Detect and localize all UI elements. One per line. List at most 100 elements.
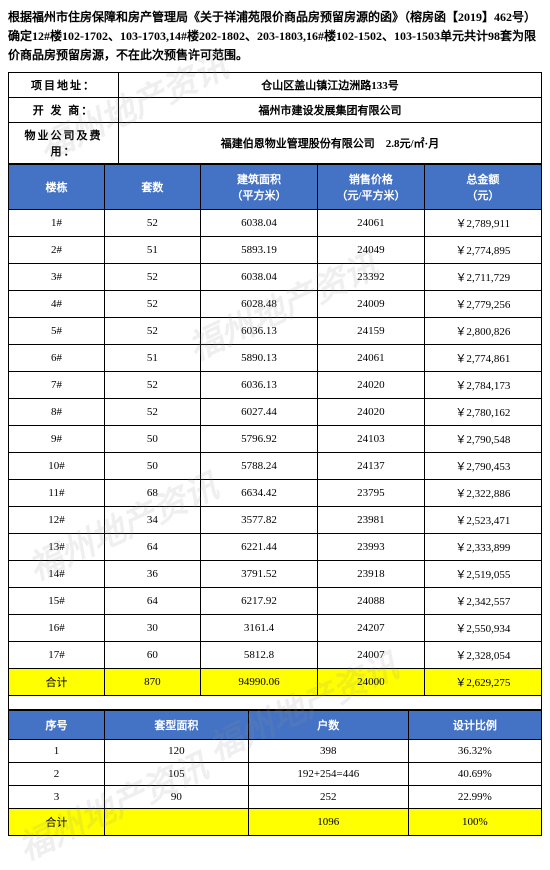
total-row: 合计 1096100% — [9, 808, 542, 835]
table-cell: 50 — [104, 425, 200, 452]
col-header: 套型面积 — [104, 710, 248, 739]
developer-value: 福州市建设发展集团有限公司 — [119, 97, 542, 122]
table-header-row: 序号套型面积户数设计比例 — [9, 710, 542, 739]
table-cell: ￥2,784,173 — [424, 371, 541, 398]
table-cell: 3# — [9, 263, 105, 290]
total-cell: 24000 — [318, 668, 425, 695]
table-row: 16#303161.424207￥2,550,934 — [9, 614, 542, 641]
table-cell: 24061 — [318, 344, 425, 371]
info-table: 项目地址： 仓山区盖山镇江边洲路133号 开 发 商： 福州市建设发展集团有限公… — [8, 72, 542, 164]
table-cell: ￥2,774,861 — [424, 344, 541, 371]
total-cell: 94990.06 — [200, 668, 317, 695]
table-cell: 60 — [104, 641, 200, 668]
table-cell: ￥2,790,453 — [424, 452, 541, 479]
col-header: 建筑面积（平方米） — [200, 164, 317, 209]
table-cell: 1# — [9, 209, 105, 236]
table-cell: 24207 — [318, 614, 425, 641]
table-cell: 2# — [9, 236, 105, 263]
table-row: 1#526038.0424061￥2,789,911 — [9, 209, 542, 236]
address-label: 项目地址： — [9, 72, 119, 97]
table-cell: 9# — [9, 425, 105, 452]
table-cell: 4# — [9, 290, 105, 317]
table-cell: 5# — [9, 317, 105, 344]
table-cell: 40.69% — [408, 762, 541, 785]
total-cell: 1096 — [248, 808, 408, 835]
table-row: 5#526036.1324159￥2,800,826 — [9, 317, 542, 344]
table-cell: 8# — [9, 398, 105, 425]
table-cell: 52 — [104, 263, 200, 290]
table-cell: 24020 — [318, 398, 425, 425]
table-cell: 3161.4 — [200, 614, 317, 641]
table-cell: 6634.42 — [200, 479, 317, 506]
total-cell: 870 — [104, 668, 200, 695]
col-header: 户数 — [248, 710, 408, 739]
table-row: 112039836.32% — [9, 739, 542, 762]
table-row: 6#515890.1324061￥2,774,861 — [9, 344, 542, 371]
table-row: 8#526027.4424020￥2,780,162 — [9, 398, 542, 425]
table-cell: 1 — [9, 739, 105, 762]
total-cell: 合计 — [9, 808, 105, 835]
table-cell: ￥2,789,911 — [424, 209, 541, 236]
total-row: 合计87094990.0624000￥2,629,275 — [9, 668, 542, 695]
table-cell: 64 — [104, 533, 200, 560]
table-cell: 6038.04 — [200, 263, 317, 290]
table-cell: 15# — [9, 587, 105, 614]
table-row: 10#505788.2424137￥2,790,453 — [9, 452, 542, 479]
table-cell: 24009 — [318, 290, 425, 317]
table-cell: 17# — [9, 641, 105, 668]
table-cell: 6038.04 — [200, 209, 317, 236]
total-cell: 100% — [408, 808, 541, 835]
table-cell: 7# — [9, 371, 105, 398]
table-cell: 23392 — [318, 263, 425, 290]
table-cell: ￥2,342,557 — [424, 587, 541, 614]
table-cell: 120 — [104, 739, 248, 762]
address-value: 仓山区盖山镇江边洲路133号 — [119, 72, 542, 97]
table-cell: 3791.52 — [200, 560, 317, 587]
table-cell: 23918 — [318, 560, 425, 587]
property-label: 物业公司及费用： — [9, 122, 119, 163]
table-row: 4#526028.4824009￥2,779,256 — [9, 290, 542, 317]
table-cell: 68 — [104, 479, 200, 506]
table-cell: 24088 — [318, 587, 425, 614]
table-cell: 24103 — [318, 425, 425, 452]
table-cell: 22.99% — [408, 785, 541, 808]
total-cell: 合计 — [9, 668, 105, 695]
buildings-table: 楼栋套数建筑面积（平方米）销售价格（元/平方米）总金额（元）1#526038.0… — [8, 164, 542, 710]
table-header-row: 楼栋套数建筑面积（平方米）销售价格（元/平方米）总金额（元） — [9, 164, 542, 209]
table-cell: 24007 — [318, 641, 425, 668]
table-cell: ￥2,322,886 — [424, 479, 541, 506]
table-cell: 11# — [9, 479, 105, 506]
table-cell: 5812.8 — [200, 641, 317, 668]
table-row: 9#505796.9224103￥2,790,548 — [9, 425, 542, 452]
table-cell: ￥2,780,162 — [424, 398, 541, 425]
table-row: 17#605812.824007￥2,328,054 — [9, 641, 542, 668]
table-cell: 16# — [9, 614, 105, 641]
table-cell: 23981 — [318, 506, 425, 533]
table-cell: 5788.24 — [200, 452, 317, 479]
table-cell: 6036.13 — [200, 371, 317, 398]
table-row: 15#646217.9224088￥2,342,557 — [9, 587, 542, 614]
table-cell: 36.32% — [408, 739, 541, 762]
table-cell: 51 — [104, 236, 200, 263]
table-cell: 3 — [9, 785, 105, 808]
table-row: 13#646221.4423993￥2,333,899 — [9, 533, 542, 560]
table-cell: ￥2,790,548 — [424, 425, 541, 452]
total-cell: ￥2,629,275 — [424, 668, 541, 695]
table-cell: 5890.13 — [200, 344, 317, 371]
table-cell: 51 — [104, 344, 200, 371]
table-cell: 23795 — [318, 479, 425, 506]
table-cell: ￥2,333,899 — [424, 533, 541, 560]
table-cell: 6217.92 — [200, 587, 317, 614]
table-cell: ￥2,779,256 — [424, 290, 541, 317]
table-cell: 398 — [248, 739, 408, 762]
table-cell: 5893.19 — [200, 236, 317, 263]
table-row: 14#363791.5223918￥2,519,055 — [9, 560, 542, 587]
property-value: 福建伯恩物业管理股份有限公司 2.8元/㎡·月 — [119, 122, 542, 163]
table-cell: 105 — [104, 762, 248, 785]
table-cell: ￥2,550,934 — [424, 614, 541, 641]
table-cell: 50 — [104, 452, 200, 479]
table-cell: 13# — [9, 533, 105, 560]
table-cell: 34 — [104, 506, 200, 533]
table-row: 3#526038.0423392￥2,711,729 — [9, 263, 542, 290]
table-cell: 5796.92 — [200, 425, 317, 452]
